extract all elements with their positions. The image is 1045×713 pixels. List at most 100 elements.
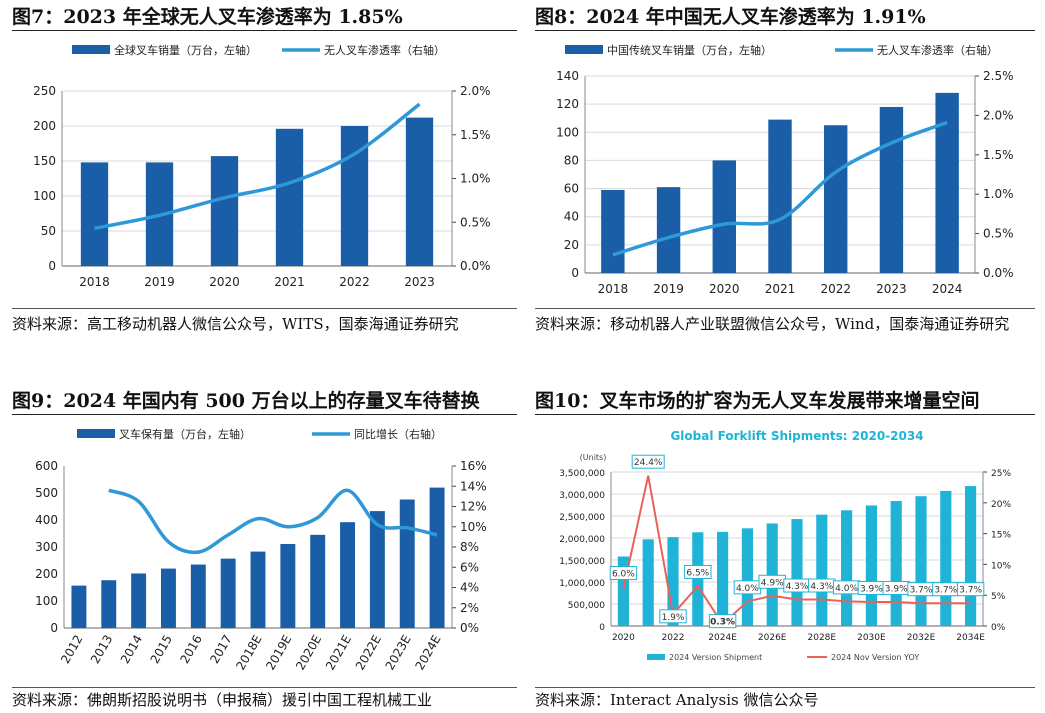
bar-2023 bbox=[692, 532, 704, 626]
x-tick-label: 2026E bbox=[758, 633, 787, 643]
x-tick-label: 2018 bbox=[598, 282, 629, 296]
y2-tick-label: 15% bbox=[991, 531, 1011, 541]
y2-tick-label: 8% bbox=[460, 540, 479, 554]
legend-bar-label: 全球叉车销量（万台，左轴） bbox=[114, 43, 257, 57]
y2-tick-label: 6% bbox=[460, 560, 479, 574]
x-tick-label: 2022E bbox=[353, 633, 384, 673]
x-tick-label: 2018E bbox=[233, 633, 264, 673]
fig9-bottom-rule bbox=[12, 687, 517, 688]
y2-tick-label: 10% bbox=[460, 520, 487, 534]
y-tick-label: 100 bbox=[35, 594, 58, 608]
bar-2028E bbox=[816, 514, 828, 626]
x-tick-label: 2020 bbox=[612, 633, 635, 643]
y2-tick-label: 14% bbox=[460, 479, 487, 493]
bar-2012 bbox=[71, 585, 87, 628]
x-tick-label: 2019 bbox=[144, 275, 175, 289]
x-tick-label: 2034E bbox=[956, 633, 985, 643]
fig8-bottom-rule bbox=[535, 308, 1035, 309]
y-tick-label: 1,000,000 bbox=[559, 579, 605, 589]
legend-line-label: 无人叉车渗透率（右轴） bbox=[324, 43, 445, 57]
y-tick-label: 50 bbox=[41, 224, 56, 238]
y2-tick-label: 0.0% bbox=[983, 266, 1014, 280]
bar-2019 bbox=[656, 187, 681, 273]
y2-tick-label: 1.5% bbox=[983, 148, 1014, 162]
data-label: 1.9% bbox=[662, 613, 685, 623]
y-tick-label: 0 bbox=[571, 266, 579, 280]
x-tick-label: 2022 bbox=[820, 282, 851, 296]
y-tick-label: 20 bbox=[564, 238, 579, 252]
chart-title: Global Forklift Shipments: 2020-2034 bbox=[670, 429, 923, 443]
y2-tick-label: 2.5% bbox=[983, 69, 1014, 83]
y-tick-label: 2,000,000 bbox=[559, 535, 605, 545]
data-label: 4.0% bbox=[835, 584, 858, 594]
bar-2023 bbox=[879, 106, 904, 273]
fig7-bottom-rule bbox=[12, 308, 517, 309]
x-tick-label: 2019E bbox=[263, 633, 294, 673]
data-label: 3.7% bbox=[910, 586, 933, 596]
bar-2029E bbox=[841, 510, 853, 626]
x-tick-label: 2022 bbox=[662, 633, 685, 643]
x-tick-label: 2021 bbox=[274, 275, 305, 289]
fig9-chart: 0 100 200 300 400 500 600 0% 2% 4% 6% 8% 10% 12% 14% 16… bbox=[35, 427, 487, 673]
y-tick-label: 120 bbox=[556, 97, 579, 111]
fig7-source: 资料来源：高工移动机器人微信公众号，WITS，国泰海通证券研究 bbox=[12, 315, 459, 333]
y2-tick-label: 12% bbox=[460, 500, 487, 514]
x-tick-label: 2030E bbox=[857, 633, 886, 643]
series-line bbox=[94, 102, 421, 231]
bar-2020 bbox=[617, 556, 629, 626]
data-label-box bbox=[609, 566, 638, 581]
data-label: 3.7% bbox=[959, 586, 982, 596]
data-label-box bbox=[956, 582, 985, 597]
legend-line-label: 无人叉车渗透率（右轴） bbox=[877, 43, 998, 57]
legend-bar-label: 2024 Version Shipment bbox=[669, 653, 762, 662]
legend-bar-swatch bbox=[565, 45, 603, 54]
data-label: 3.7% bbox=[934, 586, 957, 596]
bar-2015 bbox=[161, 568, 176, 628]
x-tick-label: 2016 bbox=[178, 633, 205, 666]
fig9-top-rule bbox=[12, 414, 517, 415]
bar-2023E bbox=[399, 499, 415, 628]
bar-2018 bbox=[601, 189, 625, 273]
bar-2021E bbox=[340, 522, 355, 628]
x-tick-label: 2023 bbox=[876, 282, 907, 296]
y-tick-label: 500,000 bbox=[568, 601, 605, 611]
y-tick-label: 0 bbox=[48, 259, 56, 273]
fig8-source: 资料来源：移动机器人产业联盟微信公众号，Wind，国泰海通证券研究 bbox=[535, 315, 1010, 333]
y-tick-label: 500 bbox=[35, 486, 58, 500]
bar-2024 bbox=[935, 92, 959, 273]
bar-2027E bbox=[791, 519, 803, 626]
data-label-box bbox=[708, 614, 737, 629]
y-tick-label: 400 bbox=[35, 513, 58, 527]
bar-2019E bbox=[280, 544, 296, 628]
legend-line-label: 2024 Nov Version YOY bbox=[831, 653, 919, 662]
x-tick-label: 2020E bbox=[293, 633, 324, 673]
y2-tick-label: 20% bbox=[991, 500, 1011, 510]
y-tick-label: 140 bbox=[556, 69, 579, 83]
bar-2018 bbox=[80, 162, 109, 266]
bar-2033E bbox=[940, 490, 952, 626]
legend-bar-swatch bbox=[77, 429, 115, 438]
y2-tick-label: 1.5% bbox=[460, 128, 491, 142]
x-tick-label: 2023 bbox=[404, 275, 435, 289]
data-label: 4.3% bbox=[810, 582, 833, 592]
fig9-source: 资料来源：佛朗斯招股说明书（申报稿）援引中国工程机械工业 bbox=[12, 691, 433, 709]
data-label: 4.0% bbox=[736, 584, 759, 594]
y-tick-label: 100 bbox=[33, 189, 56, 203]
y-tick-label: 60 bbox=[564, 182, 579, 196]
bar-2034E bbox=[965, 486, 977, 626]
y-tick-label: 300 bbox=[35, 540, 58, 554]
y-tick-label: 3,000,000 bbox=[559, 491, 605, 501]
x-tick-label: 2024E bbox=[412, 633, 443, 673]
y2-tick-label: 0.0% bbox=[460, 259, 491, 273]
y2-tick-label: 0% bbox=[460, 621, 479, 635]
legend-bar-swatch bbox=[647, 654, 665, 660]
bar-2020E bbox=[310, 534, 326, 628]
data-label: 3.9% bbox=[860, 584, 883, 594]
y-tick-label: 2,500,000 bbox=[559, 513, 605, 523]
x-tick-label: 2021 bbox=[765, 282, 796, 296]
y2-tick-label: 25% bbox=[991, 469, 1011, 479]
fig9-title: 图9：2024 年国内有 500 万台以上的存量叉车待替换 bbox=[12, 390, 480, 412]
y2-tick-label: 2% bbox=[460, 601, 479, 615]
x-tick-label: 2024 bbox=[932, 282, 963, 296]
fig10-source: 资料来源：Interact Analysis 微信公众号 bbox=[535, 691, 819, 709]
